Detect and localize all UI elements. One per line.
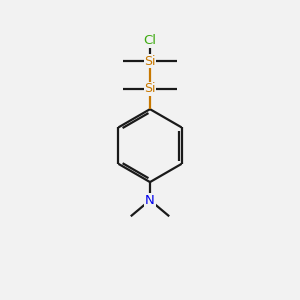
Text: Si: Si bbox=[144, 55, 156, 68]
Text: Si: Si bbox=[144, 82, 156, 95]
Text: N: N bbox=[145, 194, 155, 207]
Text: Cl: Cl bbox=[143, 34, 157, 47]
